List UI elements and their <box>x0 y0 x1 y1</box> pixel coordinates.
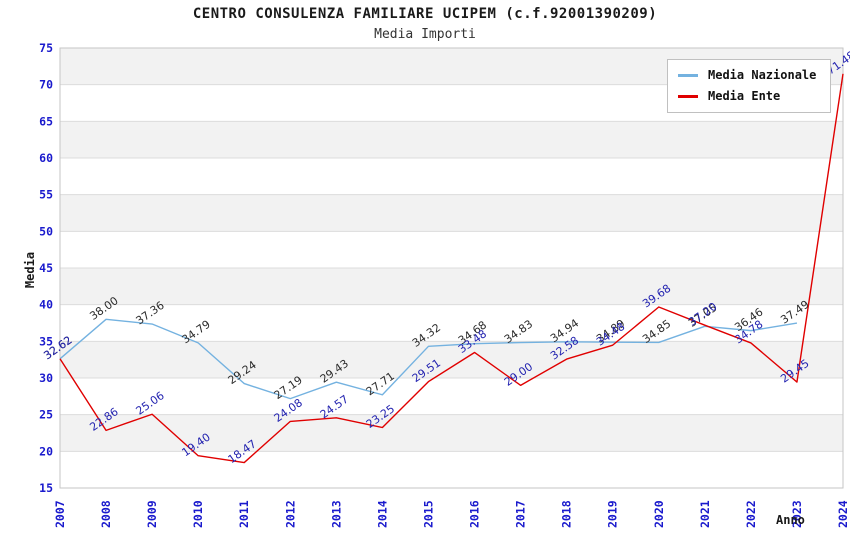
x-tick-label: 2018 <box>560 500 574 528</box>
chart-subtitle: Media Importi <box>374 27 476 42</box>
y-tick-label: 70 <box>39 78 53 92</box>
y-tick-label: 20 <box>39 444 53 458</box>
plot-band <box>60 414 843 452</box>
y-tick-label: 25 <box>39 408 53 422</box>
legend-label-nazionale: Media Nazionale <box>708 68 817 82</box>
y-tick-label: 30 <box>39 371 53 385</box>
x-tick-label: 2012 <box>283 500 297 528</box>
x-tick-label: 2015 <box>421 500 435 528</box>
y-tick-label: 65 <box>39 114 53 128</box>
x-tick-label: 2013 <box>329 500 343 528</box>
y-tick-label: 45 <box>39 261 53 275</box>
plot-band <box>60 341 843 378</box>
legend-item-nazionale: Media Nazionale <box>678 68 816 82</box>
x-tick-label: 2017 <box>514 500 528 528</box>
y-tick-label: 75 <box>39 41 53 55</box>
x-tick-label: 2020 <box>652 500 666 528</box>
legend-swatch-nazionale <box>678 73 698 77</box>
plot-border <box>59 47 844 489</box>
plot-band <box>60 194 843 232</box>
y-tick-label: 60 <box>39 151 53 165</box>
x-tick-label: 2022 <box>744 500 758 528</box>
y-tick-label: 55 <box>39 188 53 202</box>
y-tick-label: 15 <box>39 481 53 495</box>
chart-title: CENTRO CONSULENZA FAMILIARE UCIPEM (c.f.… <box>192 6 658 22</box>
x-tick-label: 2021 <box>698 500 712 528</box>
x-tick-label: 2009 <box>145 500 159 528</box>
y-tick-label: 40 <box>39 298 53 312</box>
legend-item-ente: Media Ente <box>678 89 816 103</box>
plot-band <box>60 268 843 305</box>
x-tick-label: 2010 <box>191 500 205 528</box>
legend-swatch-ente <box>678 94 698 98</box>
x-tick-label: 2019 <box>606 500 620 528</box>
x-tick-label: 2014 <box>375 500 389 528</box>
series-line-nazionale <box>59 318 798 400</box>
x-tick-label: 2008 <box>99 500 113 528</box>
x-tick-label: 2016 <box>468 500 482 528</box>
plot-band <box>60 121 843 158</box>
x-tick-label: 2023 <box>790 500 804 528</box>
series-line-ente <box>59 73 844 464</box>
x-tick-label: 2024 <box>836 500 850 528</box>
x-tick-label: 2007 <box>53 500 67 528</box>
legend-label-ente: Media Ente <box>708 89 781 103</box>
x-axis-title: Anno <box>776 513 805 527</box>
y-tick-label: 50 <box>39 224 53 238</box>
y-tick-label: 35 <box>39 334 53 348</box>
x-tick-label: 2011 <box>237 500 251 528</box>
y-axis-title: Media <box>23 251 37 289</box>
legend: Media Nazionale Media Ente <box>667 59 832 113</box>
